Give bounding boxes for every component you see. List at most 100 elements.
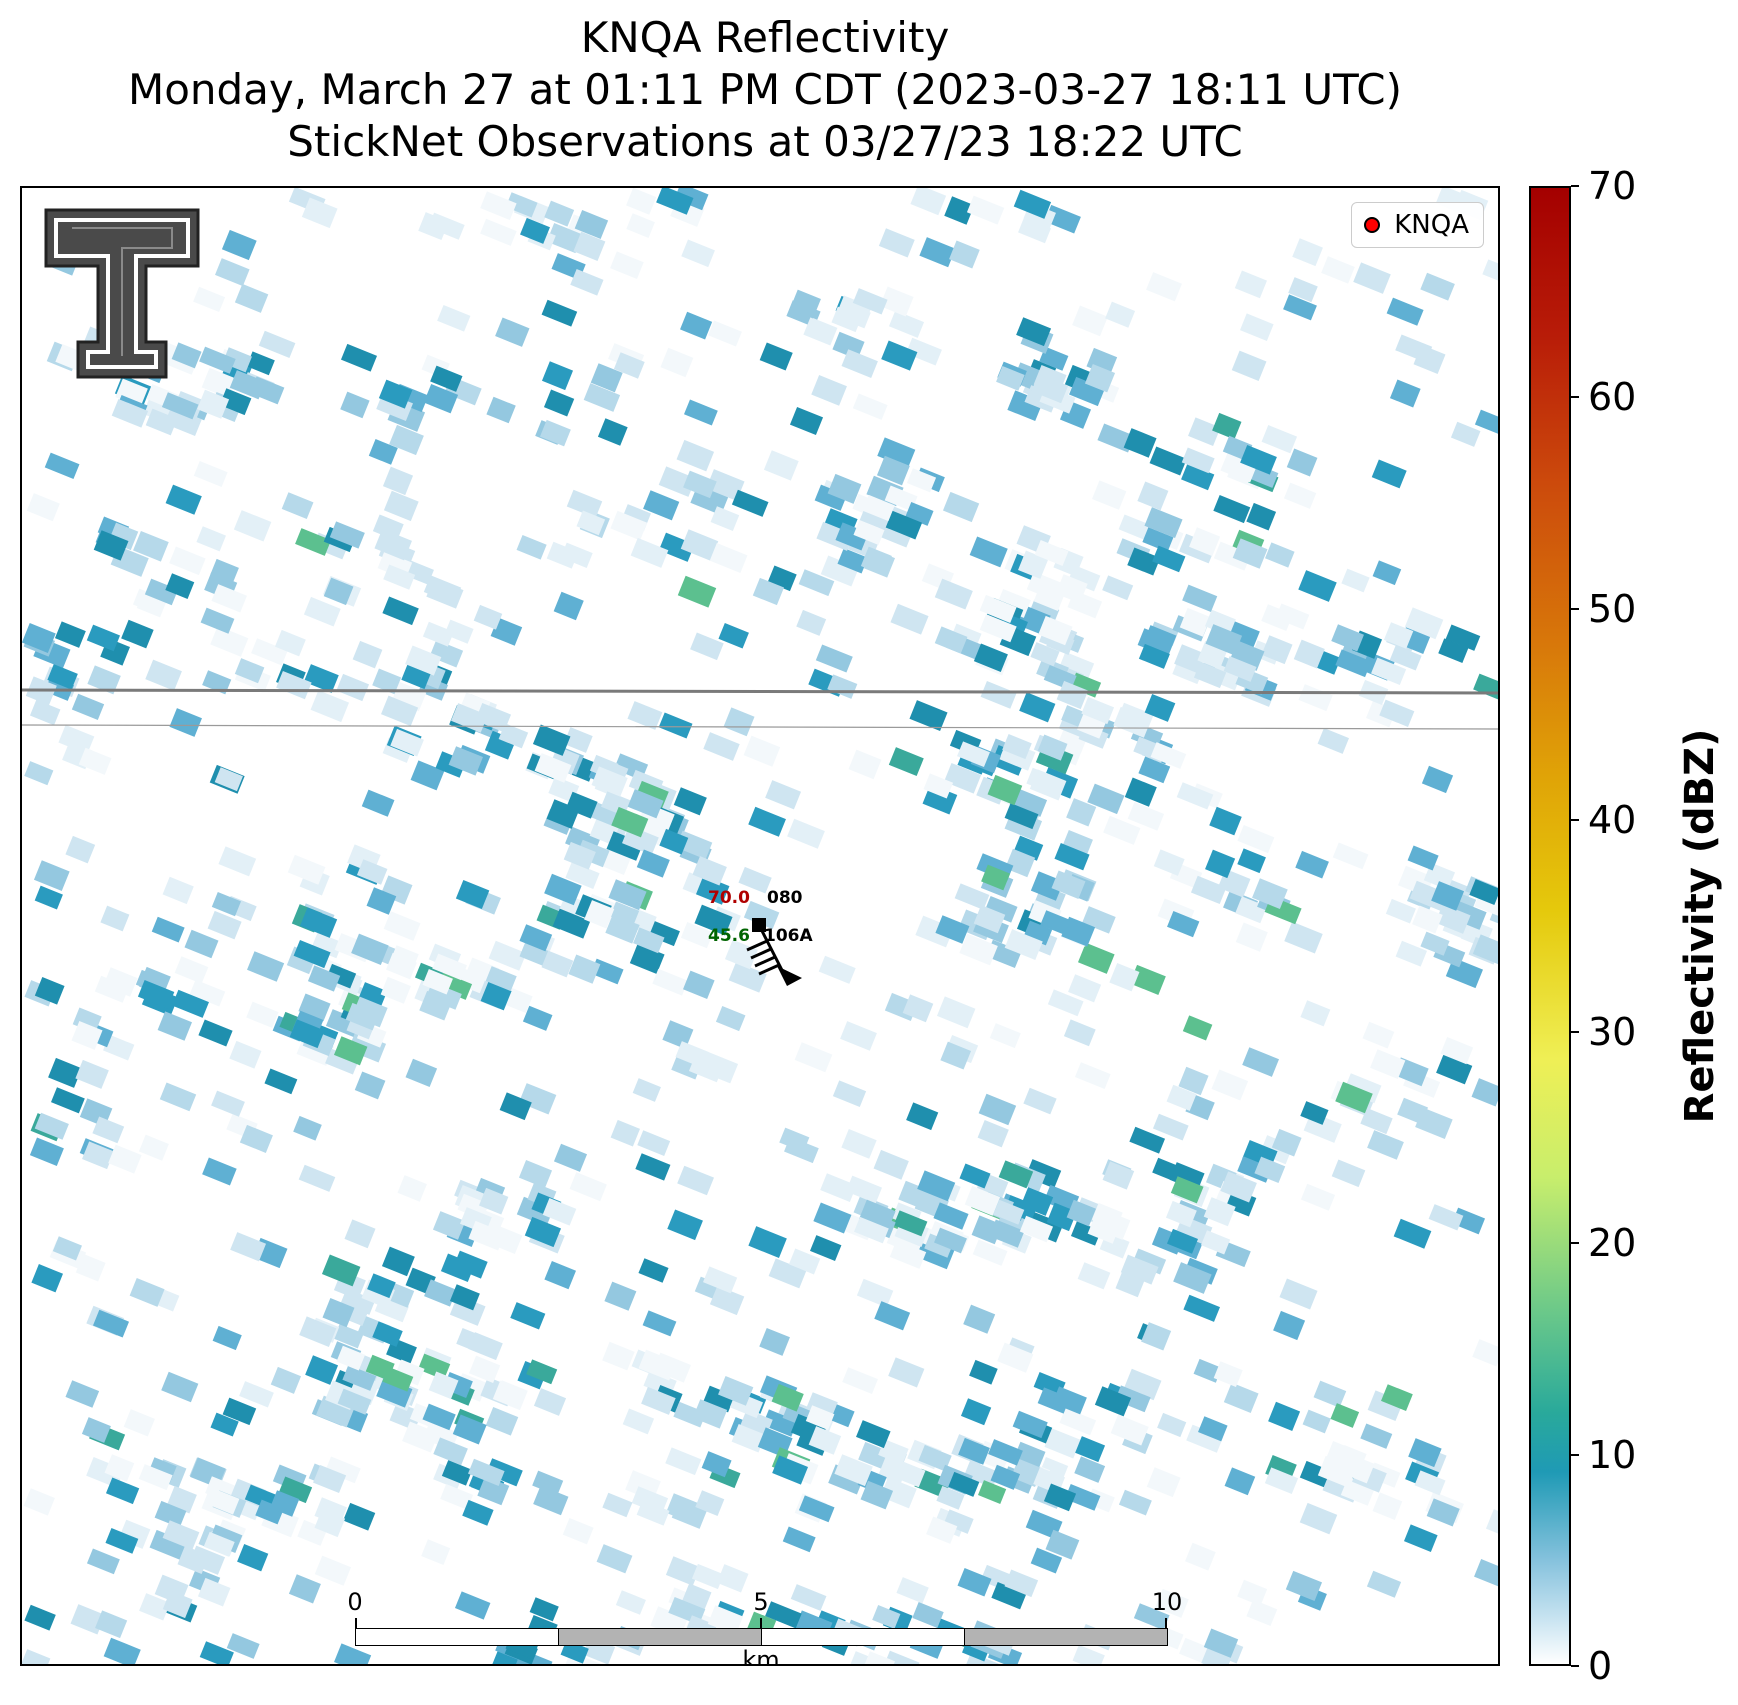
reflectivity-gate [230,1232,267,1262]
reflectivity-gate [591,766,628,797]
reflectivity-gate [626,213,655,238]
reflectivity-gate [233,510,272,542]
reflectivity-gate [1252,878,1288,909]
reflectivity-gate [334,1643,372,1664]
reflectivity-gate [1181,463,1215,491]
reflectivity-gate [1205,624,1243,656]
reflectivity-gate [1072,305,1108,337]
reflectivity-gate [759,342,793,371]
reflectivity-gate [1061,916,1096,947]
reflectivity-gate [660,347,694,378]
station-pressure: 080 [767,888,803,908]
reflectivity-gate [1403,1524,1438,1552]
reflectivity-gate [402,1421,439,1453]
reflectivity-gate [853,520,885,545]
reflectivity-gate [401,664,431,690]
reflectivity-gate [288,1574,321,1604]
reflectivity-gate [1331,624,1364,652]
reflectivity-gate [193,286,226,313]
reflectivity-gate [1075,1436,1106,1463]
reflectivity-gate [169,708,202,737]
reflectivity-gate [552,908,591,939]
reflectivity-gate [1077,942,1115,974]
reflectivity-gate [1123,1368,1162,1401]
reflectivity-gate [1004,1569,1039,1598]
reflectivity-gate [877,437,916,469]
reflectivity-gate [532,1470,564,1496]
reflectivity-gate [688,1052,725,1083]
reflectivity-gate [452,1414,487,1445]
reflectivity-gate [543,389,575,417]
reflectivity-gate [351,933,389,966]
reflectivity-gate [1146,1467,1181,1498]
reflectivity-gate [606,831,644,861]
reflectivity-gate [763,450,799,481]
reflectivity-gate [44,452,80,480]
reflectivity-gate [1386,297,1424,326]
reflectivity-gate [424,1279,457,1307]
reflectivity-gate [673,1401,707,1428]
reflectivity-gate [1047,989,1084,1017]
reflectivity-gate [342,1364,377,1391]
reflectivity-gate [832,1080,867,1108]
reflectivity-gate [841,349,878,378]
reflectivity-gate [806,1392,838,1420]
reflectivity-gate [949,240,980,269]
reflectivity-gate [293,1115,322,1141]
reflectivity-gate [451,703,488,733]
reflectivity-gate [210,1412,239,1437]
reflectivity-gate [1149,446,1187,476]
reflectivity-gate [884,485,918,512]
reflectivity-gate [942,491,980,523]
reflectivity-gate [934,1227,967,1254]
reflectivity-gate [630,537,669,568]
reflectivity-gate [1066,798,1097,827]
reflectivity-gate [1203,1197,1236,1227]
reflectivity-gate [468,1355,501,1383]
reflectivity-gate [1004,929,1043,961]
reflectivity-gate [121,619,154,649]
reflectivity-gate [1360,1107,1393,1135]
reflectivity-gate [569,1172,607,1202]
station-temperature: 70.0 [708,888,750,908]
reflectivity-gate [1300,1101,1329,1125]
reflectivity-gate [454,1591,491,1620]
reflectivity-gate [498,723,529,749]
reflectivity-gate [636,849,670,878]
reflectivity-gate [519,924,553,952]
reflectivity-gate [1360,1423,1393,1449]
reflectivity-gate [765,780,802,810]
reflectivity-gate [289,1019,325,1049]
reflectivity-gate [827,674,858,699]
reflectivity-gate [539,419,571,447]
reflectivity-gate [973,904,1006,934]
reflectivity-gate [1087,1214,1121,1244]
reflectivity-gate [105,1477,140,1505]
reflectivity-gate [703,1266,738,1294]
reflectivity-gate [1213,495,1251,524]
reflectivity-gate [703,1385,735,1413]
reflectivity-gate [648,921,680,947]
reflectivity-gate [144,578,179,606]
reflectivity-gate [1317,727,1350,754]
reflectivity-gate [210,625,249,657]
reflectivity-gate [380,976,411,1004]
reflectivity-gate [274,629,306,657]
reflectivity-gate [505,192,538,218]
reflectivity-gate [1201,1648,1232,1664]
reflectivity-gate [954,883,990,910]
reflectivity-gate [376,1377,413,1408]
reflectivity-gate [44,675,75,701]
reflectivity-gate [197,389,230,419]
reflectivity-gate [162,1590,193,1619]
legend-label: KNQA [1394,210,1469,240]
reflectivity-gate [604,1281,637,1311]
reflectivity-gate [93,530,129,561]
reflectivity-gate [154,1500,187,1528]
reflectivity-gate [34,885,63,910]
reflectivity-gate [813,1202,852,1234]
reflectivity-gate [485,966,517,992]
reflectivity-gate [1087,783,1125,815]
reflectivity-gate [24,1604,56,1631]
reflectivity-gate [933,1202,969,1230]
